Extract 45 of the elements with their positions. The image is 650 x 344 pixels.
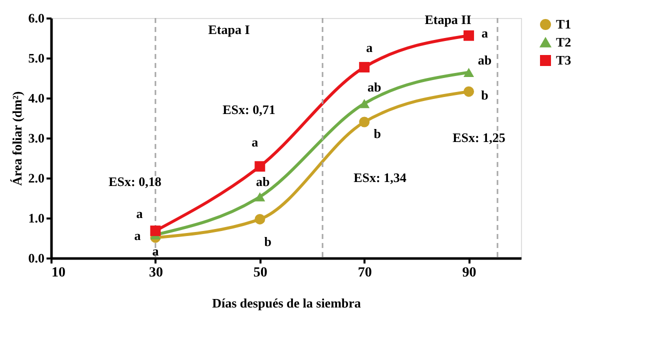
annotation: ESx: 0,71 xyxy=(222,102,276,117)
y-axis-title: Área foliar (dm²) xyxy=(9,91,24,186)
x-tick-label: 90 xyxy=(462,266,476,280)
point xyxy=(464,68,474,77)
annotation: b xyxy=(481,88,488,103)
point xyxy=(359,116,370,128)
annotation: a xyxy=(252,134,259,150)
point xyxy=(464,86,474,97)
annotation: ESx: 1,34 xyxy=(354,170,407,185)
y-tick-label: 4.0 xyxy=(28,90,44,106)
point xyxy=(254,192,266,202)
point xyxy=(254,214,266,224)
annotation: Etapa I xyxy=(208,22,250,37)
annotation: ESx: 0,18 xyxy=(108,174,162,189)
legend-label: T1 xyxy=(556,16,572,32)
annotation: a xyxy=(482,26,489,41)
annotation: Etapa II xyxy=(424,12,472,27)
y-tick-label: 2.0 xyxy=(28,170,44,186)
legend-label: T3 xyxy=(556,52,572,68)
y-tick-label: 0.0 xyxy=(28,250,44,266)
point xyxy=(359,62,370,72)
y-tick-label: 6.0 xyxy=(28,10,44,26)
annotation: ab xyxy=(367,80,382,95)
point xyxy=(254,161,266,172)
y-tick-label: 3.0 xyxy=(28,130,44,146)
y-tick-label: 5.0 xyxy=(28,50,44,66)
point xyxy=(464,30,474,41)
point xyxy=(150,226,161,236)
point xyxy=(359,99,370,108)
annotation: a xyxy=(134,228,142,243)
annotation: ESx: 1,25 xyxy=(452,130,506,145)
y-tick-label: 1.0 xyxy=(28,210,44,226)
x-tick-label: 70 xyxy=(358,266,372,280)
x-tick-label: 10 xyxy=(52,266,66,280)
x-tick-label: 50 xyxy=(253,266,268,280)
annotation: ab xyxy=(478,52,492,68)
annotation: b xyxy=(374,126,381,141)
annotation: ab xyxy=(256,174,270,189)
annotation: b xyxy=(264,234,272,250)
x-tick-label: 30 xyxy=(148,266,163,280)
annotation: a xyxy=(366,40,374,56)
legend-label: T2 xyxy=(556,34,572,50)
x-axis-title: Días después de la siembra xyxy=(212,296,362,310)
annotation: a xyxy=(136,206,144,221)
annotation: a xyxy=(152,244,160,259)
